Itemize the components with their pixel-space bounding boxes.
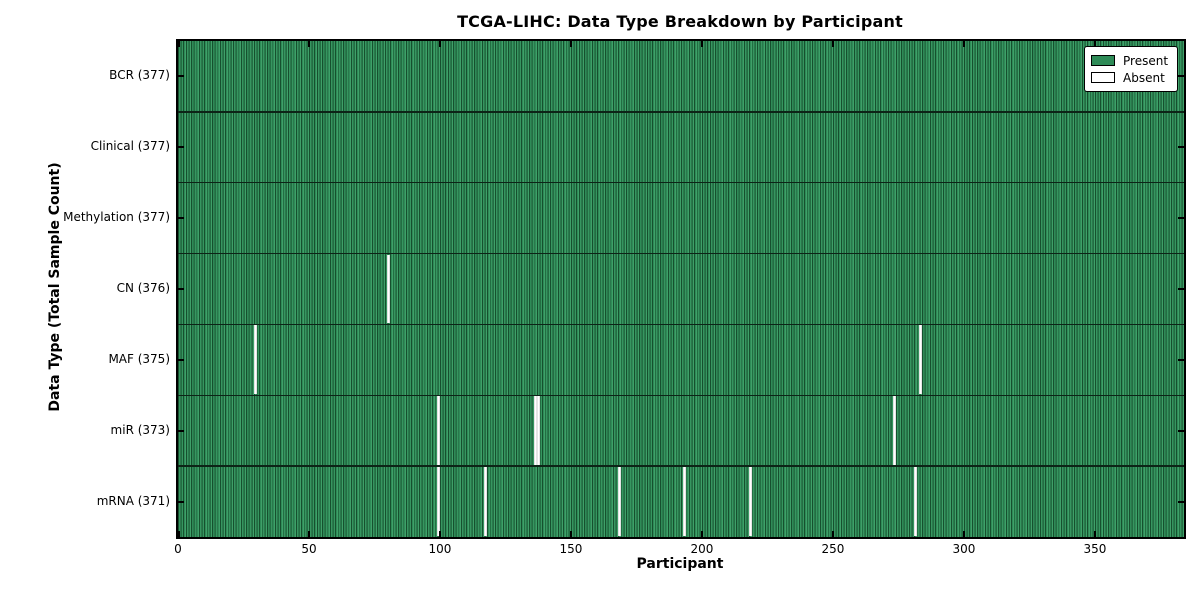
absent-gap-mRNA-281 bbox=[913, 467, 917, 536]
y-tick-mark bbox=[1178, 500, 1184, 503]
y-tick-mark bbox=[1178, 75, 1184, 78]
y-tick-label-CN: CN (376) bbox=[116, 281, 170, 295]
y-tick-label-Clinical: Clinical (377) bbox=[90, 139, 170, 154]
x-tick-mark bbox=[307, 531, 310, 537]
y-tick-mark bbox=[1178, 358, 1184, 361]
y-tick-label-Methylation: Methylation (377) bbox=[63, 210, 170, 225]
absent-swatch-icon bbox=[1091, 72, 1115, 83]
x-tick-mark bbox=[1093, 531, 1096, 537]
x-tick-mark bbox=[700, 531, 703, 537]
absent-gap-CN-80 bbox=[387, 254, 391, 324]
absent-gap-mRNA-193 bbox=[683, 467, 687, 536]
x-tick-label-350: 350 bbox=[1083, 542, 1107, 556]
x-tick-mark bbox=[700, 41, 703, 47]
x-tick-label-50: 50 bbox=[301, 542, 317, 556]
y-tick-mark bbox=[1178, 217, 1184, 220]
x-tick-label-150: 150 bbox=[559, 542, 583, 556]
y-tick-mark bbox=[178, 75, 184, 78]
x-axis-label: Participant bbox=[636, 556, 724, 572]
x-tick-label-0: 0 bbox=[174, 542, 182, 556]
legend-label-absent: Absent bbox=[1123, 70, 1165, 85]
y-tick-mark bbox=[178, 429, 184, 432]
legend-entry-absent: Absent bbox=[1091, 69, 1171, 86]
absent-gap-miR-136 bbox=[533, 396, 537, 466]
x-tick-label-300: 300 bbox=[952, 542, 976, 556]
absent-gap-MAF-29 bbox=[253, 325, 257, 395]
x-tick-mark bbox=[962, 531, 965, 537]
x-tick-mark bbox=[831, 41, 834, 47]
y-tick-mark bbox=[1178, 288, 1184, 290]
plot-area bbox=[176, 39, 1186, 539]
absent-gap-mRNA-99 bbox=[436, 467, 440, 536]
absent-gap-miR-273 bbox=[892, 396, 896, 466]
row-divider bbox=[178, 181, 1184, 184]
x-tick-label-200: 200 bbox=[690, 542, 714, 556]
y-tick-label-BCR: BCR (377) bbox=[109, 68, 170, 83]
y-tick-mark bbox=[178, 146, 184, 149]
x-tick-mark bbox=[178, 41, 180, 47]
y-tick-mark bbox=[1178, 429, 1184, 432]
x-tick-mark bbox=[831, 531, 834, 537]
y-tick-label-miR: miR (373) bbox=[110, 422, 170, 437]
row-divider bbox=[178, 252, 1184, 255]
x-tick-label-100: 100 bbox=[428, 542, 452, 556]
x-tick-mark bbox=[569, 531, 572, 537]
y-tick-label-MAF: MAF (375) bbox=[108, 351, 170, 366]
row-divider bbox=[178, 323, 1184, 326]
y-tick-mark bbox=[178, 358, 184, 361]
row-divider bbox=[178, 394, 1184, 397]
absent-gap-miR-99 bbox=[436, 396, 440, 466]
x-tick-mark bbox=[569, 41, 572, 47]
x-tick-mark bbox=[962, 41, 965, 47]
x-tick-label-250: 250 bbox=[821, 542, 845, 556]
absent-gap-mRNA-218 bbox=[748, 467, 752, 536]
absent-gap-mRNA-168 bbox=[617, 467, 621, 536]
x-tick-mark bbox=[1093, 41, 1096, 47]
y-tick-mark bbox=[178, 217, 184, 220]
present-swatch-icon bbox=[1091, 55, 1115, 66]
y-tick-mark bbox=[1178, 146, 1184, 149]
chart-title: TCGA-LIHC: Data Type Breakdown by Partic… bbox=[457, 12, 903, 31]
row-divider bbox=[178, 111, 1184, 113]
absent-gap-mRNA-117 bbox=[484, 467, 488, 536]
y-tick-mark bbox=[178, 288, 184, 290]
x-tick-mark bbox=[178, 531, 180, 537]
y-tick-mark bbox=[178, 500, 184, 503]
legend: Present Absent bbox=[1084, 46, 1178, 92]
x-tick-mark bbox=[307, 41, 310, 47]
legend-label-present: Present bbox=[1123, 53, 1169, 68]
y-tick-label-mRNA: mRNA (371) bbox=[96, 493, 170, 508]
absent-gap-MAF-283 bbox=[919, 325, 922, 395]
legend-entry-present: Present bbox=[1091, 52, 1171, 69]
absent-gap-miR-137 bbox=[536, 396, 540, 466]
row-divider bbox=[178, 465, 1184, 467]
x-tick-mark bbox=[438, 41, 441, 47]
x-tick-mark bbox=[438, 531, 441, 537]
